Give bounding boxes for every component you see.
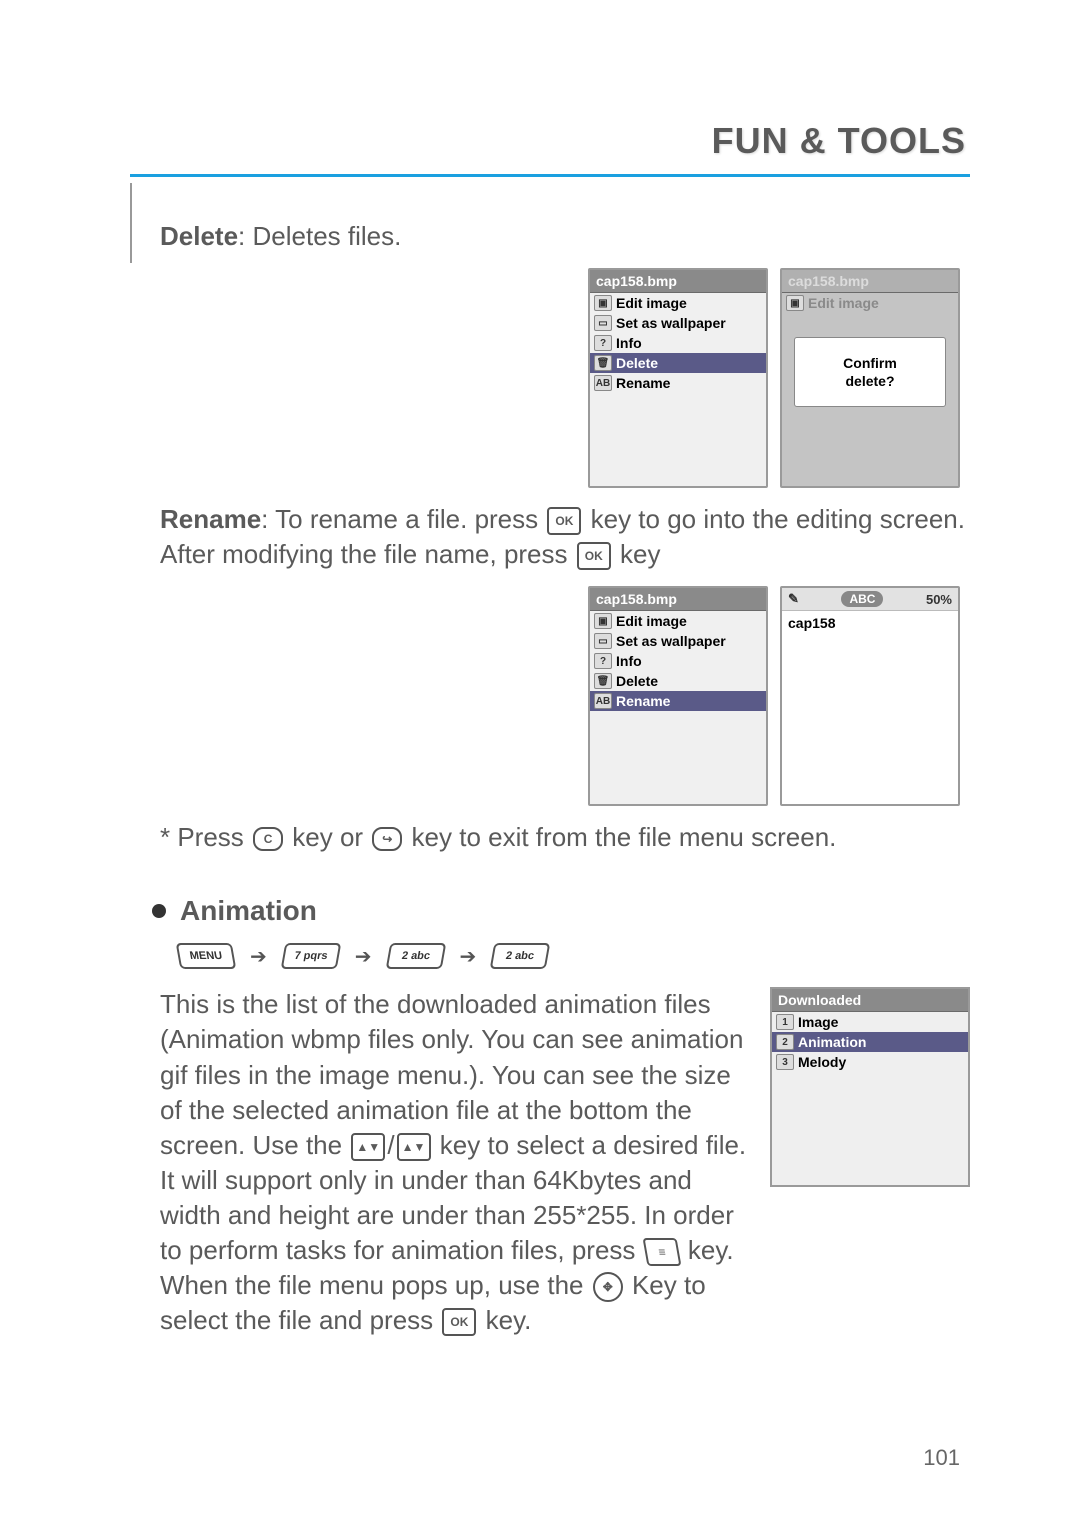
info-icon: ? xyxy=(594,653,612,669)
downloaded-item-image: 1Image xyxy=(772,1012,968,1032)
menu-key-icon: ≡ xyxy=(642,1238,681,1266)
downloaded-item-melody: 3Melody xyxy=(772,1052,968,1072)
arrow-icon: ➔ xyxy=(250,944,267,969)
ok-key-icon: OK xyxy=(442,1308,476,1336)
menu-label: Set as wallpaper xyxy=(616,633,726,649)
animation-heading: Animation xyxy=(152,895,970,927)
menu-item-edit-image: ▣Edit image xyxy=(590,293,766,313)
menu-item-delete: 🗑Delete xyxy=(590,353,766,373)
arrow-icon: ➔ xyxy=(355,944,372,969)
menu-label: Animation xyxy=(798,1034,866,1050)
text-edit-body: cap158 xyxy=(782,611,958,804)
menu-item-rename: ABRename xyxy=(590,373,766,393)
exit-prefix: * Press xyxy=(160,822,251,852)
menu-item-set-wallpaper: ▭Set as wallpaper xyxy=(590,631,766,651)
updown-key-icon: ▲▼ xyxy=(351,1133,385,1161)
animation-nav-path: MENU ➔ 7 pqrs ➔ 2 abc ➔ 2 abc xyxy=(178,943,970,969)
text-edit-statusbar: ✎ ABC 50% xyxy=(782,588,958,611)
rename-icon: AB xyxy=(594,693,612,709)
num-2-icon: 2 xyxy=(776,1034,794,1050)
pencil-icon: ✎ xyxy=(788,591,799,607)
phone-screen-text-edit: ✎ ABC 50% cap158 xyxy=(780,586,960,806)
exit-hint: * Press C key or ↪ key to exit from the … xyxy=(160,820,970,855)
phone-screen-filemenu-rename: cap158.bmp ▣Edit image ▭Set as wallpaper… xyxy=(588,586,768,806)
rename-label: Rename xyxy=(160,504,261,534)
delete-screens-row: cap158.bmp ▣Edit image ▭Set as wallpaper… xyxy=(160,268,970,488)
menu-item-info: ?Info xyxy=(590,333,766,353)
filemenu-title: cap158.bmp xyxy=(590,588,766,611)
confirm-dim-title: cap158.bmp xyxy=(782,270,958,293)
bullet-dot xyxy=(152,904,166,918)
rename-screens-row: cap158.bmp ▣Edit image ▭Set as wallpaper… xyxy=(160,586,970,806)
animation-paragraph: This is the list of the downloaded anima… xyxy=(160,987,750,1338)
menu-label: Delete xyxy=(616,673,658,689)
downloaded-title: Downloaded xyxy=(772,989,968,1012)
image-icon: ▣ xyxy=(594,613,612,629)
menu-label: Delete xyxy=(616,355,658,371)
animation-text-end: key. xyxy=(486,1305,532,1335)
key-7: 7 pqrs xyxy=(280,943,341,969)
menu-label: Melody xyxy=(798,1054,846,1070)
confirm-delete-box: Confirm delete? xyxy=(794,337,946,407)
phone-screen-filemenu-delete: cap158.bmp ▣Edit image ▭Set as wallpaper… xyxy=(588,268,768,488)
text-edit-percent: 50% xyxy=(926,592,952,607)
menu-key: MENU xyxy=(176,943,237,969)
rename-icon: AB xyxy=(594,375,612,391)
filemenu-title: cap158.bmp xyxy=(590,270,766,293)
menu-item-rename: ABRename xyxy=(590,691,766,711)
menu-label: Edit image xyxy=(808,295,879,311)
phone-screen-downloaded: Downloaded 1Image 2Animation 3Melody xyxy=(770,987,970,1187)
rename-desc-after: key xyxy=(620,539,660,569)
menu-label: Info xyxy=(616,653,642,669)
trash-icon: 🗑 xyxy=(594,673,612,689)
exit-mid: key or xyxy=(292,822,370,852)
page-header: FUN & TOOLS xyxy=(130,120,970,162)
header-rule xyxy=(130,174,970,177)
wallpaper-icon: ▭ xyxy=(594,315,612,331)
ok-key-icon: OK xyxy=(547,507,581,535)
wallpaper-icon: ▭ xyxy=(594,633,612,649)
menu-label: Rename xyxy=(616,693,670,709)
phone-screen-confirm-delete: cap158.bmp ▣Edit image Confirm delete? xyxy=(780,268,960,488)
key-2: 2 abc xyxy=(385,943,446,969)
delete-label: Delete xyxy=(160,221,238,251)
exit-suffix: key to exit from the file menu screen. xyxy=(412,822,837,852)
menu-item-set-wallpaper: ▭Set as wallpaper xyxy=(590,313,766,333)
input-mode-pill: ABC xyxy=(841,591,883,607)
menu-label: Image xyxy=(798,1014,838,1030)
animation-heading-label: Animation xyxy=(180,895,317,927)
menu-item-edit-image: ▣Edit image xyxy=(590,611,766,631)
delete-paragraph: Delete: Deletes files. xyxy=(160,219,970,254)
info-icon: ? xyxy=(594,335,612,351)
key-2b: 2 abc xyxy=(490,943,551,969)
trash-icon: 🗑 xyxy=(594,355,612,371)
image-icon: ▣ xyxy=(786,295,804,311)
confirm-line2: delete? xyxy=(799,372,941,390)
c-key-icon: C xyxy=(253,827,283,851)
menu-label: Edit image xyxy=(616,295,687,311)
num-3-icon: 3 xyxy=(776,1054,794,1070)
ok-key-icon: OK xyxy=(577,542,611,570)
arrow-icon: ➔ xyxy=(460,944,477,969)
menu-label: Edit image xyxy=(616,613,687,629)
delete-desc: : Deletes files. xyxy=(238,221,401,251)
confirm-line1: Confirm xyxy=(799,354,941,372)
confirm-dim-item: ▣Edit image xyxy=(782,293,958,313)
menu-label: Rename xyxy=(616,375,670,391)
image-icon: ▣ xyxy=(594,295,612,311)
updown-key-icon2: ▲▼ xyxy=(397,1133,431,1161)
rename-desc-before: : To rename a file. press xyxy=(261,504,545,534)
num-1-icon: 1 xyxy=(776,1014,794,1030)
menu-item-delete: 🗑Delete xyxy=(590,671,766,691)
menu-item-info: ?Info xyxy=(590,651,766,671)
rename-paragraph: Rename: To rename a file. press OK key t… xyxy=(160,502,970,572)
end-key-icon: ↪ xyxy=(372,827,402,851)
menu-label: Set as wallpaper xyxy=(616,315,726,331)
page-number: 101 xyxy=(923,1445,960,1471)
menu-label: Info xyxy=(616,335,642,351)
downloaded-item-animation: 2Animation xyxy=(772,1032,968,1052)
nav-key-icon: ✥ xyxy=(593,1272,623,1302)
